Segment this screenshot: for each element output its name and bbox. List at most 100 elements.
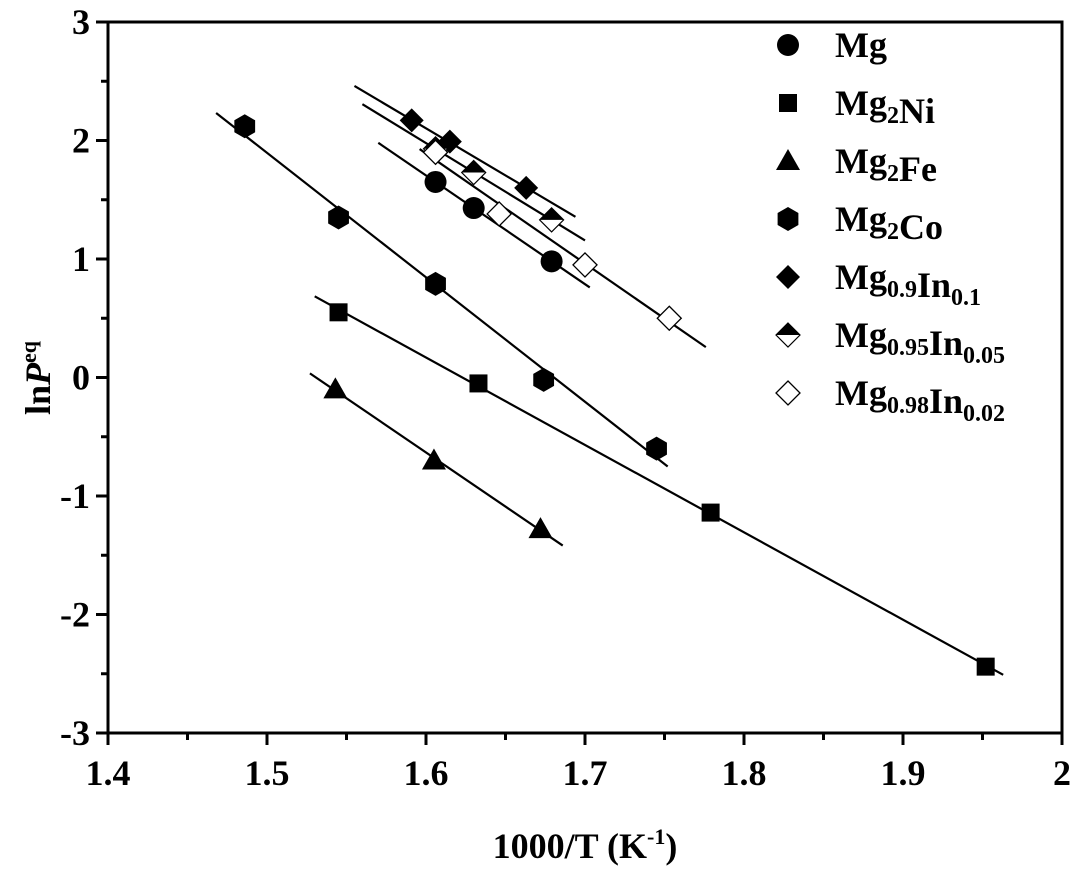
- legend-label-text: Fe: [899, 149, 937, 189]
- square-marker: [701, 503, 720, 522]
- circle-marker: [777, 34, 799, 56]
- fit-line-Mg2Ni: [314, 295, 1004, 676]
- open-diamond-marker-shape: [486, 201, 513, 227]
- half-diamond-fill: [539, 207, 564, 220]
- legend-label-text: In: [929, 323, 963, 363]
- hexagon-marker: [533, 367, 555, 392]
- x-tick-label: 1.7: [563, 753, 608, 793]
- legend-item-Mg0.95In0.05: Mg0.95In0.05: [775, 315, 1005, 369]
- axes: 1.4 1.5 1.6 1.7 1.8 1.9 2 3 2 1 0 -1 -2 -3: [60, 2, 1071, 793]
- open-diamond-marker: [422, 139, 449, 166]
- legend-item-Mg0.98In0.02: Mg0.98In0.02: [775, 373, 1005, 427]
- legend-label-text: Mg: [835, 199, 887, 239]
- open-diamond-marker-shape: [775, 380, 801, 406]
- y-tick-label: -3: [60, 713, 90, 753]
- half-diamond-fill: [776, 323, 800, 335]
- square-marker-shape: [701, 503, 720, 522]
- triangle-marker-shape: [528, 517, 553, 539]
- series-Mg2Ni: [329, 303, 995, 676]
- y-label-ln: ln: [18, 385, 58, 415]
- legend-label: Mg2Ni: [835, 83, 935, 131]
- circle-marker: [462, 197, 485, 220]
- circle-marker-shape: [424, 170, 447, 193]
- half-diamond-marker: [775, 322, 801, 348]
- fit-line-Mg0.9In0.1: [353, 85, 577, 218]
- legend-label-subscript: 2: [887, 103, 899, 129]
- legend-label-text: Co: [899, 207, 943, 247]
- legend-label-text: Mg: [835, 315, 887, 355]
- half-diamond-marker: [538, 207, 565, 233]
- series-Mg: [424, 170, 563, 273]
- triangle-marker: [776, 149, 800, 170]
- triangle-marker: [323, 377, 348, 399]
- diamond-marker: [514, 175, 539, 200]
- legend-label: Mg2Fe: [835, 141, 937, 189]
- square-marker: [329, 303, 348, 322]
- hexagon-marker-shape: [533, 367, 555, 392]
- legend-label-subscript: 0.98: [887, 393, 929, 419]
- legend-label-subscript: 0.95: [887, 335, 929, 361]
- legend-label: Mg0.9In0.1: [835, 257, 981, 311]
- y-tick-label: -2: [60, 595, 90, 635]
- circle-marker-shape: [777, 34, 799, 56]
- square-marker-shape: [329, 303, 348, 322]
- circle-marker-shape: [462, 197, 485, 220]
- legend-label: Mg: [835, 25, 887, 65]
- hexagon-marker-shape: [777, 207, 799, 231]
- legend-label-subscript: 0.9: [887, 277, 917, 303]
- hexagon-marker: [328, 205, 349, 230]
- legend-label: Mg2Co: [835, 199, 943, 247]
- legend-label-subscript: 2: [887, 219, 899, 245]
- half-diamond-marker: [460, 159, 487, 186]
- legend-label: Mg0.95In0.05: [835, 315, 1005, 369]
- legend-label-subscript: 2: [887, 161, 899, 187]
- x-label-text: 1000/T (K: [493, 826, 647, 866]
- half-diamond-fill: [461, 160, 486, 173]
- diamond-marker-shape: [514, 175, 539, 200]
- diamond-marker-shape: [399, 108, 424, 133]
- x-tick-label: 1.6: [404, 753, 449, 793]
- open-diamond-marker-shape: [572, 252, 598, 278]
- data-points: [234, 108, 995, 676]
- square-marker-shape: [976, 657, 995, 676]
- open-diamond-marker: [656, 305, 683, 332]
- diamond-marker: [776, 265, 800, 289]
- legend-label-text: Mg: [835, 25, 887, 65]
- y-tick-label: 0: [72, 358, 90, 398]
- open-diamond-marker: [775, 380, 801, 406]
- legend-label-text: Mg: [835, 83, 887, 123]
- series-Mg2Co: [234, 114, 667, 461]
- legend-label-text: In: [917, 265, 951, 305]
- legend-item-Mg: Mg: [777, 25, 887, 65]
- hexagon-marker: [777, 207, 799, 231]
- legend-item-Mg2Ni: Mg2Ni: [779, 83, 935, 131]
- square-marker: [469, 374, 488, 393]
- y-tick-label: 2: [72, 121, 90, 161]
- fit-line-Mg0.98In0.02: [419, 148, 707, 349]
- legend-label: Mg0.98In0.02: [835, 373, 1005, 427]
- x-tick-label: 1.5: [245, 753, 290, 793]
- y-label-superscript: eq: [16, 340, 41, 363]
- hexagon-marker-shape: [234, 114, 256, 139]
- hexagon-marker: [646, 436, 667, 461]
- triangle-marker: [421, 448, 446, 470]
- y-label-p: P: [18, 362, 58, 386]
- triangle-marker-shape: [776, 149, 800, 170]
- circle-marker: [424, 170, 447, 193]
- x-tick-label: 1.9: [881, 753, 926, 793]
- x-axis-label: 1000/T (K-1): [493, 824, 678, 866]
- x-label-superscript: -1: [647, 824, 665, 849]
- triangle-marker: [528, 517, 553, 539]
- legend-label-text: In: [929, 381, 963, 421]
- y-tick-label: -1: [60, 476, 90, 516]
- legend-item-Mg0.9In0.1: Mg0.9In0.1: [776, 257, 981, 311]
- square-marker: [779, 94, 797, 112]
- x-label-close: ): [665, 826, 677, 866]
- diamond-marker: [399, 108, 424, 133]
- hexagon-marker: [234, 114, 256, 139]
- series-Mg2Fe: [323, 377, 553, 539]
- circle-marker-shape: [540, 250, 563, 273]
- x-tick-label: 1.8: [722, 753, 767, 793]
- x-tick-label: 1.4: [86, 753, 131, 793]
